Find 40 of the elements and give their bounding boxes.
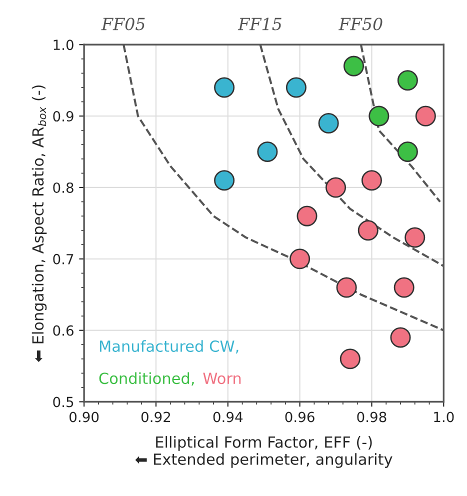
point (368, 106, 390, 126)
y-tick-label: 0.5 (53, 396, 74, 408)
point (257, 142, 278, 162)
x-tick-label: 0.92 (141, 412, 170, 422)
annotation: FF05 (101, 18, 145, 30)
point (336, 277, 357, 298)
point (397, 142, 418, 162)
x-tick-label: 0.96 (285, 412, 314, 422)
x-tick-label: 1.0 (434, 412, 454, 422)
point (397, 70, 418, 91)
point (394, 277, 414, 298)
annotation: FF15 (238, 18, 282, 30)
y-tick-label: 0.7 (53, 254, 74, 264)
point (214, 170, 235, 191)
y-tick-label: 0.8 (53, 182, 74, 193)
point (286, 77, 306, 98)
y-tick-label: 0.9 (53, 111, 74, 122)
point (361, 170, 382, 191)
point (340, 348, 360, 370)
point (296, 206, 318, 226)
x-tick-label: 0.94 (213, 412, 243, 422)
x-axis-title: Elliptical Form Factor, EFF (-) ⬅ Extended perimeter, angularity (135, 436, 392, 468)
point (415, 106, 436, 126)
y-tick-label: 1.0 (54, 40, 74, 50)
x-tick-label: 0.90 (70, 412, 99, 422)
point (358, 220, 378, 241)
point (214, 77, 235, 98)
point (290, 248, 310, 270)
text: Conditioned, (99, 372, 194, 386)
point (318, 112, 339, 134)
x-tick-label: 0.98 (357, 412, 386, 422)
point (390, 327, 411, 348)
text: Manufactured CW, (100, 340, 238, 354)
point (326, 177, 346, 198)
annotation: FF50 (338, 18, 382, 30)
y-axis-title: ⬅ Elongation, Aspect Ratio, AR$_{box}$ (-) (32, 85, 47, 362)
text: Worn (203, 372, 241, 384)
point (404, 227, 426, 248)
point (343, 56, 364, 76)
y-tick-label: 0.6 (53, 325, 74, 336)
